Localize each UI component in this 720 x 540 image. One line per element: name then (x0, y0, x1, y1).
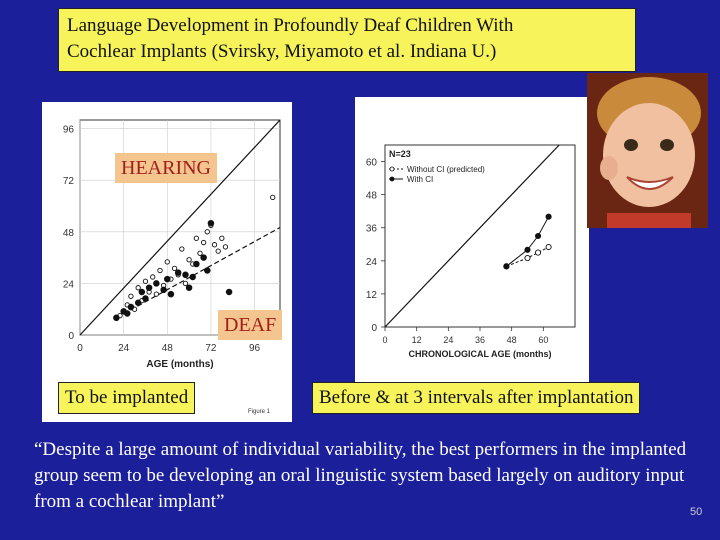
slide-title: Language Development in Profoundly Deaf … (58, 8, 636, 72)
data-point (142, 295, 149, 302)
data-point (215, 248, 221, 254)
x-tick-label: 12 (412, 335, 422, 345)
child-photo-illustration (587, 73, 708, 228)
data-point (164, 259, 170, 265)
y-tick-label: 96 (63, 125, 75, 136)
x-tick-label: 48 (162, 343, 174, 354)
deaf-label: DEAF (218, 310, 283, 340)
data-point (222, 244, 229, 250)
x-tick-label: 48 (507, 335, 517, 345)
quote-text: “Despite a large amount of individual va… (34, 439, 687, 512)
y-tick-label: 72 (63, 176, 75, 187)
x-tick-label: 72 (205, 343, 217, 354)
data-point (200, 254, 207, 261)
trend-line (116, 226, 281, 319)
child-photo (587, 73, 708, 228)
data-point (204, 229, 210, 235)
before-after-label: Before & at 3 intervals after implantati… (312, 382, 641, 414)
data-point (142, 278, 149, 284)
data-point (145, 284, 153, 291)
y-tick-label: 24 (366, 257, 378, 268)
left-chart-panel: 0 24 48 72 96 0 24 48 72 96 AGE (months) Figure 1 (42, 102, 292, 422)
data-point (150, 274, 156, 280)
legend-marker (389, 166, 395, 172)
legend-marker (389, 176, 395, 182)
figure-caption: Figure 1 (248, 409, 271, 415)
data-point (182, 271, 189, 279)
x-tick-label: 24 (443, 335, 453, 345)
reference-diagonal-line (79, 119, 281, 336)
y-tick-label: 60 (366, 158, 378, 169)
data-point (204, 267, 211, 274)
right-chart-panel: 0 12 24 36 48 60 0 12 24 36 48 60 Without CI (predic… (355, 97, 589, 387)
data-point (545, 243, 552, 251)
slide-number: 50 (690, 506, 703, 518)
x-tick-label: 96 (249, 343, 261, 354)
data-point (193, 235, 200, 241)
data-point (200, 239, 207, 246)
data-point (134, 299, 142, 306)
y-tick-label: 48 (63, 228, 75, 239)
x-tick-label: 36 (475, 335, 485, 345)
data-point (179, 246, 185, 252)
right-line-chart: 0 12 24 36 48 60 0 12 24 36 48 60 Without CI (predic… (366, 144, 576, 359)
data-point (524, 255, 531, 262)
data-point (113, 314, 120, 322)
data-point (535, 232, 542, 240)
data-point (157, 267, 163, 274)
data-point (135, 285, 141, 291)
data-point (174, 269, 182, 276)
y-tick-label: 0 (371, 323, 377, 334)
data-point (127, 303, 135, 311)
data-point (189, 273, 196, 281)
x-axis-label: CHRONOLOGICAL AGE (months) (409, 349, 552, 359)
data-point (503, 263, 510, 270)
data-point (128, 293, 134, 299)
data-point (535, 249, 542, 256)
to-be-implanted-label: To be implanted (58, 382, 196, 414)
x-tick-label: 60 (538, 335, 548, 345)
legend-entry: Without CI (predicted) (407, 165, 485, 174)
x-tick-label: 0 (382, 335, 387, 345)
data-point (160, 286, 167, 294)
data-point (211, 242, 218, 248)
series-line (506, 216, 550, 267)
title-line-2: Cochlear Implants (Svirsky, Miyamoto et … (67, 41, 497, 62)
data-point (197, 250, 203, 256)
data-point (153, 280, 160, 287)
data-point (182, 280, 189, 287)
data-point (225, 288, 233, 296)
data-point (171, 265, 178, 272)
y-tick-label: 36 (366, 224, 378, 235)
title-line-1: Language Development in Profoundly Deaf … (67, 15, 514, 36)
data-point (545, 213, 552, 220)
x-tick-label: 0 (77, 343, 83, 354)
data-point (185, 284, 193, 291)
data-point (153, 291, 160, 297)
x-tick-label: 24 (118, 343, 130, 354)
data-point (193, 260, 200, 268)
data-point (270, 194, 276, 201)
data-point (524, 246, 531, 253)
data-point (138, 288, 146, 296)
legend-entry: With CI (407, 175, 433, 184)
data-point (164, 275, 171, 283)
y-tick-label: 0 (68, 331, 74, 342)
y-tick-label: 48 (366, 191, 378, 202)
data-point (124, 310, 131, 317)
data-point (167, 290, 175, 298)
y-tick-label: 12 (366, 290, 378, 301)
series-line (506, 246, 549, 267)
data-point (186, 257, 192, 263)
data-point (219, 235, 225, 241)
x-axis-label: AGE (months) (146, 359, 213, 370)
left-scatter-chart: 0 24 48 72 96 0 24 48 72 96 AGE (months) Figure 1 (63, 119, 281, 415)
sample-size-annotation: N=23 (389, 149, 411, 159)
y-tick-label: 24 (63, 279, 75, 290)
hearing-label: HEARING (115, 153, 217, 183)
reference-diagonal-line (384, 144, 560, 328)
data-point (207, 219, 215, 227)
